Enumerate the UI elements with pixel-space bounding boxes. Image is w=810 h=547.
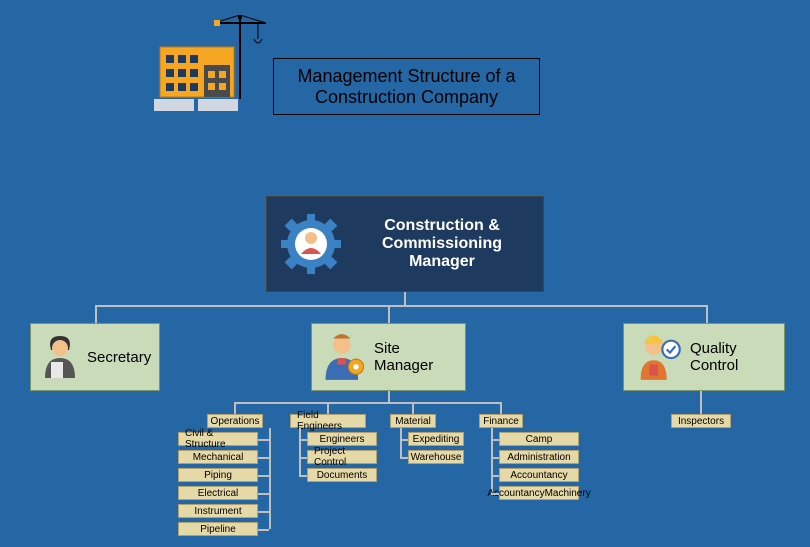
construction-illustration	[154, 15, 270, 112]
dept-field-engineers: Field Engineers	[290, 414, 366, 428]
qc-inspectors: Inspectors	[671, 414, 731, 428]
leaf-operations-4: Instrument	[178, 504, 258, 518]
site-manager-icon	[322, 332, 366, 382]
leaf-material-1: Warehouse	[408, 450, 464, 464]
node-quality-control: Quality Control	[623, 323, 785, 391]
manager-icon	[279, 212, 343, 276]
title-text: Management Structure of a Construction C…	[286, 66, 527, 108]
dept-finance: Finance	[479, 414, 523, 428]
secretary-label: Secretary	[87, 349, 151, 366]
leaf-finance-2: Accountancy	[499, 468, 579, 482]
dept-material: Material	[390, 414, 436, 428]
leaf-operations-0: Civil & Structure	[178, 432, 258, 446]
leaf-finance-3: AccountancyMachinery	[499, 486, 579, 500]
leaf-operations-3: Electrical	[178, 486, 258, 500]
qc-label: Quality Control	[690, 340, 774, 374]
leaf-field-1: Project Control	[307, 450, 377, 464]
node-root: Construction & Commissioning Manager	[266, 196, 544, 292]
node-secretary: Secretary	[30, 323, 160, 391]
leaf-finance-0: Camp	[499, 432, 579, 446]
dept-operations: Operations	[207, 414, 263, 428]
root-label: Construction & Commissioning Manager	[353, 217, 531, 271]
node-site-manager: Site Manager	[311, 323, 466, 391]
leaf-field-2: Documents	[307, 468, 377, 482]
leaf-finance-1: Administration	[499, 450, 579, 464]
page-title: Management Structure of a Construction C…	[273, 58, 540, 115]
secretary-icon	[41, 334, 79, 380]
leaf-material-0: Expediting	[408, 432, 464, 446]
leaf-operations-5: Pipeline	[178, 522, 258, 536]
leaf-operations-1: Mechanical	[178, 450, 258, 464]
leaf-field-0: Engineers	[307, 432, 377, 446]
site-label: Site Manager	[374, 340, 455, 374]
leaf-operations-2: Piping	[178, 468, 258, 482]
qc-icon	[634, 332, 682, 382]
